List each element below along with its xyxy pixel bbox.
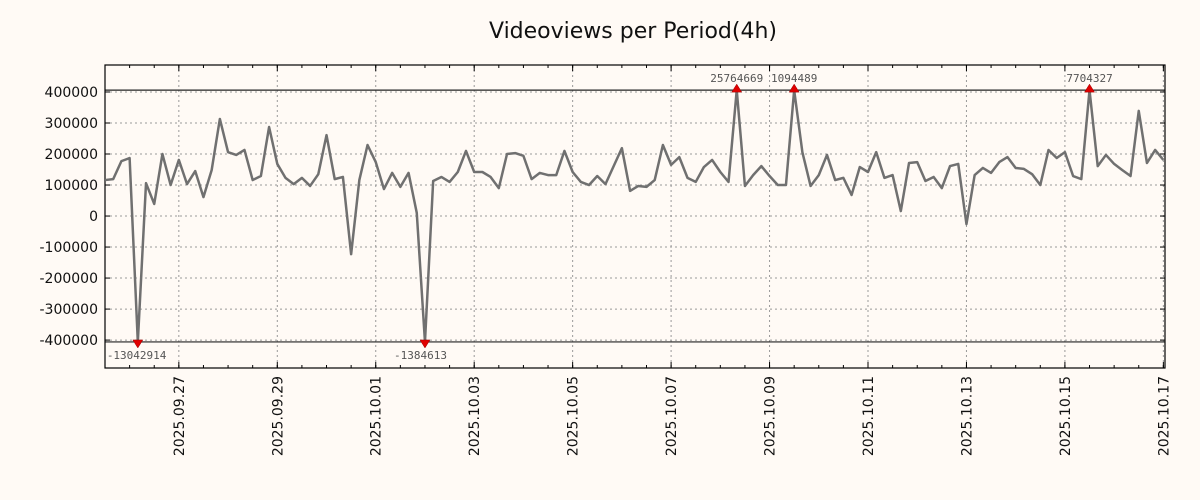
outlier-marker <box>1084 83 1095 93</box>
x-tick-label: 2025.10.15 <box>1058 376 1074 456</box>
series <box>104 88 1165 344</box>
x-tick-label: 2025.10.01 <box>369 376 385 456</box>
x-tick-label: 2025.10.05 <box>566 376 582 456</box>
outlier-label: 25764669 <box>710 72 763 85</box>
grid <box>105 65 1165 368</box>
outlier-markers: -13042914 -1384613 25764669 1094489 7704327 <box>107 72 1113 362</box>
chart-title: Videoviews per Period(4h) <box>489 19 777 44</box>
y-tick-label: 400000 <box>45 85 98 101</box>
x-tick-label: 2025.10.03 <box>467 376 483 456</box>
x-tick-label: 2025.10.11 <box>861 376 877 456</box>
x-tick-label: 2025.10.07 <box>664 376 680 456</box>
y-tick-label: -200000 <box>40 271 99 287</box>
y-tick-label: 200000 <box>45 147 98 163</box>
y-tick-label: 0 <box>89 209 98 225</box>
outlier-label: -1384613 <box>394 349 447 362</box>
axes: -400000 -300000 -200000 -100000 0 100000 20000… <box>40 64 1172 456</box>
plot-frame <box>104 64 1166 369</box>
y-tick-label: -400000 <box>40 333 99 349</box>
y-tick-label: -300000 <box>40 302 99 318</box>
y-tick-label: -100000 <box>40 240 99 256</box>
outlier-label: -13042914 <box>107 349 167 362</box>
x-tick-label: 2025.10.13 <box>959 376 975 456</box>
y-tick-label: 100000 <box>45 178 98 194</box>
outlier-marker <box>731 83 743 93</box>
y-tick-label: 300000 <box>45 116 98 132</box>
x-tick-label: 2025.10.09 <box>763 376 779 456</box>
x-tick-label: 2025.09.27 <box>172 376 188 456</box>
outlier-label: 1094489 <box>771 72 817 85</box>
x-tick-label: 2025.09.29 <box>270 376 286 456</box>
x-tick-label: 2025.10.17 <box>1156 376 1172 456</box>
outlier-marker <box>132 339 144 349</box>
outlier-marker <box>788 83 800 93</box>
outlier-marker <box>419 339 431 349</box>
series-line <box>104 88 1165 344</box>
outlier-label: 7704327 <box>1066 72 1112 85</box>
